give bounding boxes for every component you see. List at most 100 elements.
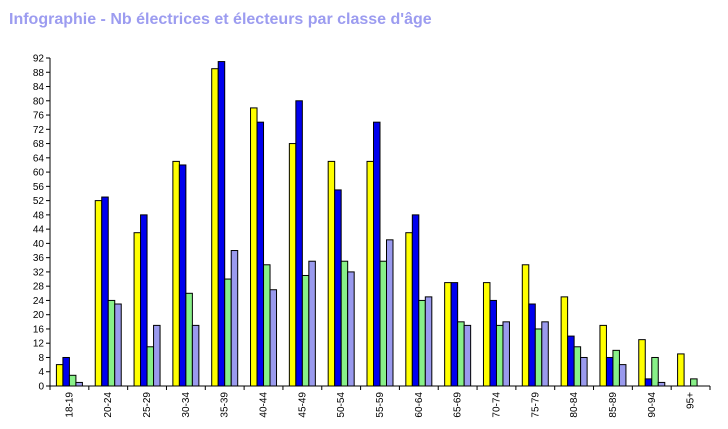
bar-60-64-series-1 [405, 232, 413, 387]
bar-75-79-series-1 [521, 264, 530, 387]
y-tick-label-36: 36 [33, 253, 45, 264]
y-tick-label-92: 92 [33, 54, 45, 65]
bar-75-79-series-4 [541, 321, 549, 387]
x-tick-label-40-44: 40-44 [259, 392, 270, 418]
y-tick-label-76: 76 [33, 111, 45, 122]
x-tick-label-50-54: 50-54 [336, 392, 347, 418]
y-tick-label-28: 28 [33, 282, 45, 293]
bar-20-24-series-1 [94, 200, 103, 387]
bar-80-84-series-1 [560, 296, 569, 387]
x-tick-label-55-59: 55-59 [375, 392, 386, 418]
bar-30-34-series-4 [191, 324, 200, 387]
bar-50-54-series-3 [340, 260, 349, 387]
bar-25-29-series-4 [153, 324, 161, 387]
bar-60-64-series-2 [411, 214, 420, 387]
bar-40-44-series-4 [269, 289, 278, 387]
y-axis: 0481216202428323640444852566064687276808… [33, 54, 51, 393]
y-tick-label-84: 84 [33, 82, 45, 93]
bar-65-69-series-3 [457, 321, 465, 387]
bar-90-94-series-4 [657, 381, 666, 387]
y-tick-label-16: 16 [33, 324, 45, 335]
bar-60-64-series-4 [424, 296, 433, 387]
bar-65-69-series-4 [463, 324, 472, 387]
x-tick-label-95+: 95+ [686, 392, 697, 409]
chart-title: Infographie - Nb électrices et électeurs… [9, 11, 432, 28]
bar-90-94-series-1 [638, 339, 646, 387]
bar-25-29-series-3 [146, 346, 155, 387]
bar-40-44-series-2 [256, 121, 265, 387]
bar-40-44-series-1 [250, 107, 258, 387]
bar-18-19-series-1 [55, 364, 64, 387]
bar-45-49-series-3 [301, 274, 310, 387]
bar-55-59-series-4 [386, 239, 394, 387]
bar-75-79-series-2 [528, 303, 536, 387]
bar-80-84-series-2 [567, 335, 575, 387]
bar-85-89-series-2 [605, 356, 614, 387]
x-tick-label-85-89: 85-89 [608, 392, 619, 418]
x-tick-label-75-79: 75-79 [530, 392, 541, 418]
bar-50-54-series-1 [327, 160, 336, 387]
bar-80-84-series-4 [580, 356, 588, 387]
x-tick-label-18-19: 18-19 [64, 392, 75, 418]
bar-70-74-series-1 [482, 282, 491, 387]
y-tick-label-56: 56 [33, 182, 45, 193]
y-tick-label-8: 8 [38, 353, 44, 364]
y-tick-label-20: 20 [33, 310, 45, 321]
bar-95+-series-1 [677, 353, 685, 387]
bar-55-59-series-2 [373, 121, 381, 387]
bar-70-74-series-4 [502, 321, 510, 387]
bar-20-24-series-3 [107, 299, 116, 387]
bar-20-24-series-2 [101, 196, 109, 387]
y-tick-label-80: 80 [33, 96, 45, 107]
bar-25-29-series-1 [133, 232, 142, 387]
y-tick-label-44: 44 [33, 225, 45, 236]
bar-85-89-series-1 [599, 324, 607, 387]
bar-55-59-series-1 [366, 160, 374, 387]
x-tick-label-25-29: 25-29 [142, 392, 153, 418]
y-tick-label-40: 40 [33, 239, 45, 250]
y-tick-label-68: 68 [33, 139, 45, 150]
bar-70-74-series-3 [495, 324, 504, 387]
x-tick-label-70-74: 70-74 [491, 392, 502, 418]
bar-35-39-series-3 [224, 278, 232, 387]
x-axis: 18-19 20-24 25-29 30-34 35-39 40-44 45-49 50-54… [49, 385, 711, 418]
y-tick-label-72: 72 [33, 125, 45, 136]
bar-30-34-series-1 [172, 160, 180, 387]
y-tick-label-48: 48 [33, 210, 45, 221]
y-tick-label-60: 60 [33, 168, 45, 179]
y-tick-label-32: 32 [33, 267, 45, 278]
bar-25-29-series-2 [140, 214, 148, 387]
bar-45-49-series-1 [288, 143, 297, 387]
bar-55-59-series-3 [379, 260, 387, 387]
bar-30-34-series-3 [185, 292, 193, 387]
bar-70-74-series-2 [489, 299, 497, 387]
bar-65-69-series-2 [450, 282, 459, 387]
bar-18-19-series-2 [62, 356, 70, 387]
bar-85-89-series-4 [618, 364, 627, 387]
bar-18-19-series-3 [68, 374, 77, 387]
chart-marks [55, 61, 698, 387]
bar-90-94-series-2 [644, 378, 653, 387]
bar-50-54-series-2 [334, 189, 342, 387]
bar-80-84-series-3 [573, 346, 582, 387]
x-tick-label-90-94: 90-94 [647, 392, 658, 418]
bar-45-49-series-2 [295, 100, 303, 387]
y-tick-label-24: 24 [33, 296, 45, 307]
bar-35-39-series-1 [211, 68, 219, 387]
y-tick-label-64: 64 [33, 153, 45, 164]
y-tick-label-4: 4 [38, 367, 44, 378]
bar-85-89-series-3 [612, 349, 620, 387]
bar-95+-series-3 [690, 378, 698, 387]
y-tick-label-0: 0 [38, 382, 44, 393]
x-tick-label-80-84: 80-84 [569, 392, 580, 418]
y-tick-label-88: 88 [33, 68, 45, 79]
x-tick-label-45-49: 45-49 [297, 392, 308, 418]
bar-30-34-series-2 [178, 164, 187, 387]
bar-20-24-series-4 [114, 303, 122, 387]
y-tick-label-12: 12 [33, 339, 45, 350]
bar-45-49-series-4 [308, 260, 316, 387]
bar-75-79-series-3 [534, 328, 543, 387]
x-tick-label-65-69: 65-69 [453, 392, 464, 418]
bar-65-69-series-1 [444, 282, 452, 387]
